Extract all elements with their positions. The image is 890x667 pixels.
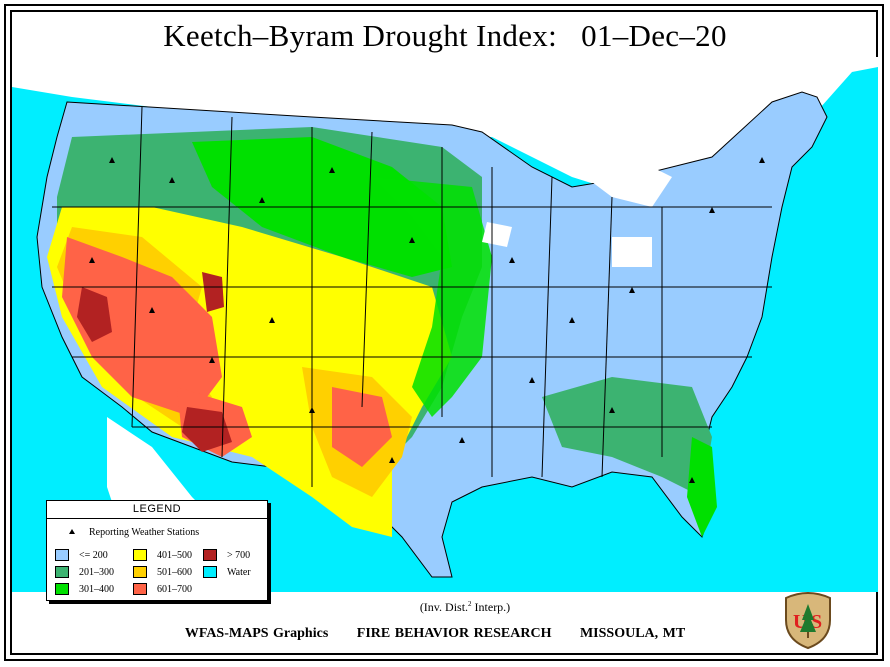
swatch (203, 566, 217, 578)
interp-text: (Inv. Dist. (419, 600, 469, 614)
swatch (55, 583, 69, 595)
swatch (55, 566, 69, 578)
swatch (133, 566, 147, 578)
swatch (133, 549, 147, 561)
station-triangle-icon (69, 529, 75, 534)
weather-station-markers (89, 157, 765, 483)
legend-item-water: Water (203, 566, 251, 578)
legend-label: 301–400 (79, 583, 114, 595)
legend-label: <= 200 (79, 549, 108, 561)
footer-right: MISSOULA, MT (579, 626, 686, 641)
map-legend: LEGEND Reporting Weather Stations <= 200… (46, 500, 268, 601)
legend-stations-label: Reporting Weather Stations (89, 527, 200, 538)
legend-label: 601–700 (157, 583, 192, 595)
legend-item-le200: <= 200 (55, 549, 108, 561)
legend-label: Water (227, 566, 251, 578)
legend-item-601-700: 601–700 (133, 583, 192, 595)
footer-left: WFAS-MAPS Graphics (184, 626, 329, 641)
legend-item-401-500: 401–500 (133, 549, 192, 561)
legend-stations: Reporting Weather Stations (69, 527, 199, 538)
map-title: Keetch–Byram Drought Index: 01–Dec–20 (163, 18, 727, 53)
swatch (203, 549, 217, 561)
legend-title: LEGEND (47, 501, 267, 519)
legend-item-gt700: > 700 (203, 549, 250, 561)
legend-label: 401–500 (157, 549, 192, 561)
usfs-shield-icon: U S (780, 590, 836, 650)
footer-center: FIRE BEHAVIOR RESEARCH (356, 626, 552, 641)
interp-sup: 2 (468, 600, 472, 608)
legend-label: 501–600 (157, 566, 192, 578)
legend-item-201-300: 201–300 (55, 566, 114, 578)
legend-item-301-400: 301–400 (55, 583, 114, 595)
legend-label: > 700 (227, 549, 251, 561)
interpolation-note: (Inv. Dist.2 Interp.) (40, 600, 890, 615)
legend-label: 201–300 (79, 566, 114, 578)
swatch (55, 549, 69, 561)
footer-credits: WFAS-MAPS Graphics FIRE BEHAVIOR RESEARC… (0, 626, 880, 642)
svg-text:S: S (811, 611, 822, 633)
swatch (133, 583, 147, 595)
outer-frame (4, 4, 884, 661)
interp-text-end: Interp.) (471, 600, 511, 614)
legend-item-501-600: 501–600 (133, 566, 192, 578)
